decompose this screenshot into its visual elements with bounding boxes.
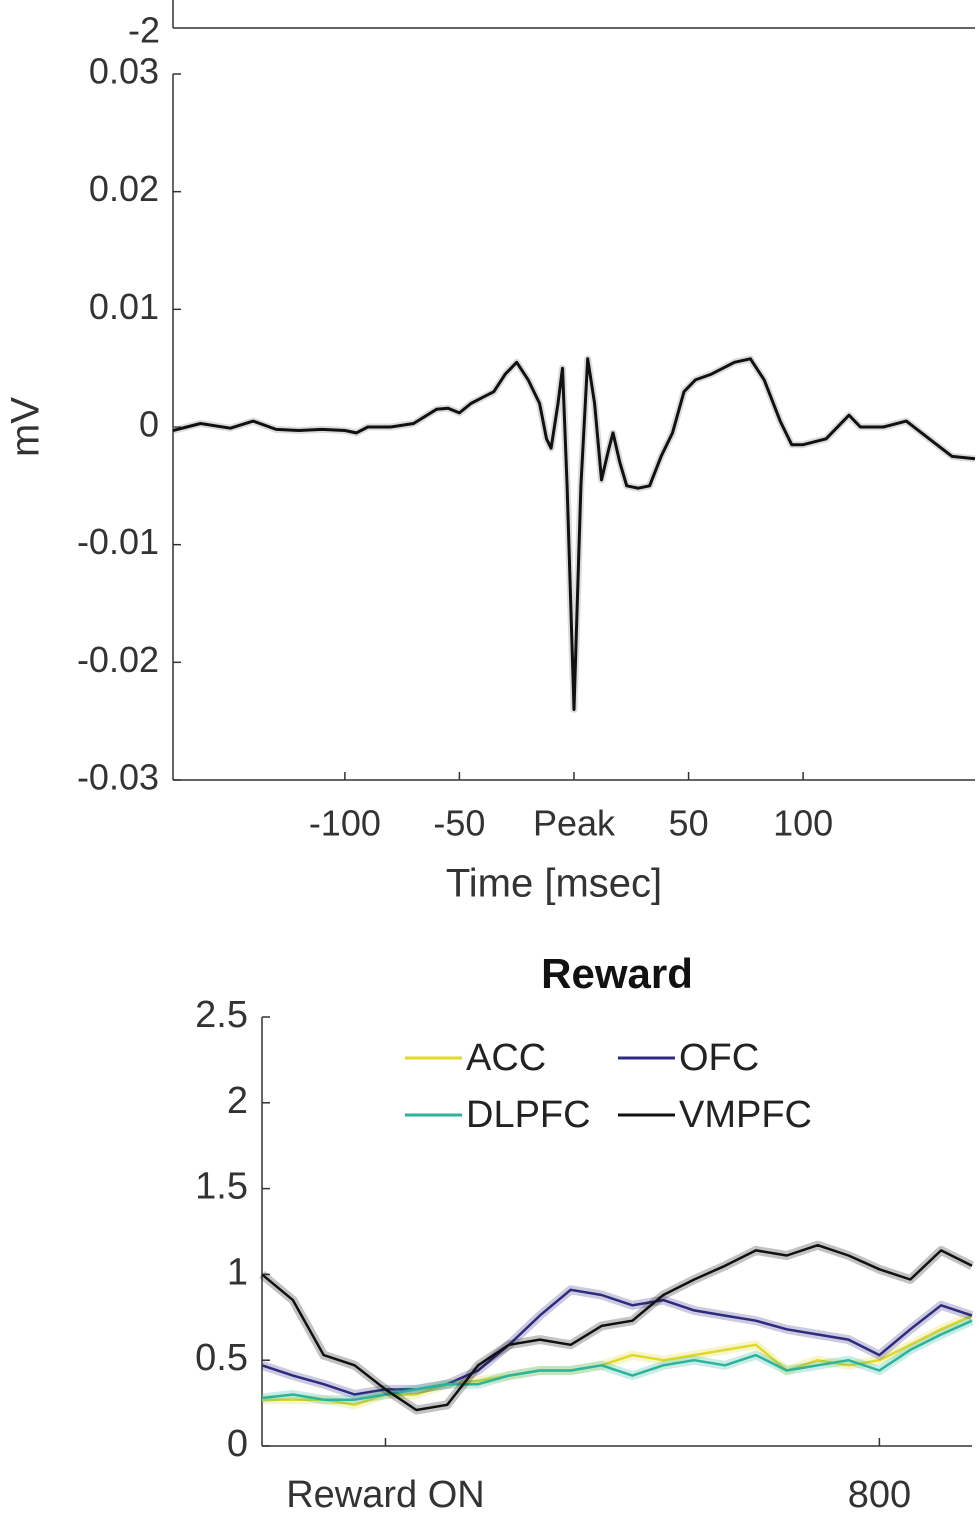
y-tick-label: 0 bbox=[227, 1423, 248, 1465]
y-tick-label: -2 bbox=[128, 10, 160, 51]
y-tick-label: 2.5 bbox=[195, 994, 248, 1036]
series-line bbox=[172, 357, 976, 711]
x-tick-label: 50 bbox=[669, 803, 709, 844]
series-line bbox=[261, 1243, 973, 1412]
x-tick-label: Peak bbox=[533, 803, 616, 844]
y-tick-label: 0.01 bbox=[89, 286, 159, 327]
legend-label: OFC bbox=[679, 1037, 759, 1079]
error-band bbox=[172, 355, 976, 713]
series-line bbox=[261, 1319, 973, 1401]
chart-title: Reward bbox=[541, 950, 693, 997]
x-tick-label: 100 bbox=[773, 803, 833, 844]
y-tick-label: 0.03 bbox=[89, 51, 159, 92]
x-axis-label: Time [msec] bbox=[446, 862, 662, 906]
y-tick-label: 0.5 bbox=[195, 1337, 248, 1379]
y-tick-label: 0 bbox=[139, 404, 159, 445]
series-line bbox=[261, 1288, 973, 1396]
x-tick-label: Reward ON bbox=[286, 1474, 485, 1516]
y-axis-label: mV bbox=[4, 397, 48, 457]
x-tick-label: -50 bbox=[433, 803, 485, 844]
x-tick-label: 800 bbox=[848, 1474, 911, 1516]
legend-label: VMPFC bbox=[679, 1094, 812, 1136]
legend-label: ACC bbox=[466, 1037, 546, 1079]
y-tick-label: -0.01 bbox=[77, 521, 159, 562]
y-tick-label: 1.5 bbox=[195, 1166, 248, 1208]
y-tick-label: 0.02 bbox=[89, 168, 159, 209]
error-band bbox=[259, 1240, 975, 1415]
x-tick-label: -100 bbox=[309, 803, 381, 844]
y-tick-label: 1 bbox=[227, 1251, 248, 1293]
y-tick-label: 2 bbox=[227, 1080, 248, 1122]
y-tick-label: -0.02 bbox=[77, 639, 159, 680]
y-tick-label: -0.03 bbox=[77, 757, 159, 798]
legend-label: DLPFC bbox=[466, 1094, 591, 1136]
